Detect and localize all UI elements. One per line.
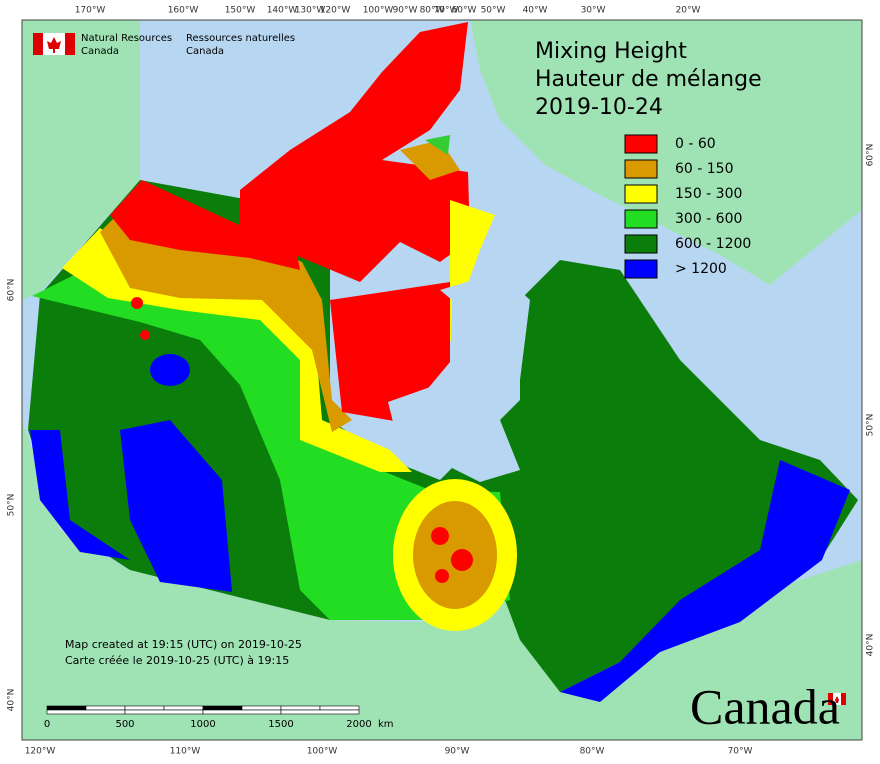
legend-swatch [624,209,658,229]
graticule-top: 40°W [523,6,548,16]
graticule-right: 60°N [866,144,876,167]
canada-regions [28,22,858,702]
graticule-top: 60°W [452,6,477,16]
graticule-bottom: 70°W [728,747,753,757]
graticule-bottom: 90°W [445,747,470,757]
agency-fr: Ressources naturelles [186,33,295,44]
graticule-bottom: 100°W [307,747,338,757]
graticule-bottom: 110°W [170,747,201,757]
graticule-top: 160°W [168,6,199,16]
graticule-top: 70°W [434,6,459,16]
legend-swatch [624,184,658,204]
legend-label: 150 - 300 [675,186,742,202]
scale-segment [46,709,126,715]
legend-label: 60 - 150 [675,161,734,177]
agency-fr: Canada [186,46,224,57]
scale-segment [46,705,87,711]
graticule-top: 50°W [481,6,506,16]
graticule-left: 60°N [7,279,17,302]
graticule-top: 30°W [581,6,606,16]
graticule-top: 150°W [225,6,256,16]
graticule-left: 40°N [7,689,17,712]
wordmark: Canada [690,678,840,734]
map-note: Carte créée le 2019-10-25 (UTC) à 19:15 [65,654,289,667]
scale-label: 0 [44,719,50,730]
graticule-right: 40°N [866,634,876,657]
other-land [22,20,862,740]
scale-segment [124,709,204,715]
legend-label: 0 - 60 [675,136,716,152]
graticule-top: 170°W [75,6,106,16]
legend-swatch [624,134,658,154]
scale-segment [85,705,126,711]
graticule-top: 20°W [676,6,701,16]
scale-segment [241,705,282,711]
legend-swatch [624,234,658,254]
graticule-top: 120°W [320,6,351,16]
legend-label: 300 - 600 [675,211,742,227]
scale-segment [163,705,204,711]
map-note: Map created at 19:15 (UTC) on 2019-10-25 [65,638,302,651]
scale-segment [202,709,282,715]
scale-label: 2000 [346,719,371,730]
agency-en: Canada [81,46,119,57]
graticule-bottom: 80°W [580,747,605,757]
scale-label: 1000 [190,719,215,730]
legend-label: 600 - 1200 [675,236,751,252]
scale-segment [280,709,360,715]
title: Mixing Height [535,39,687,64]
scale-segment [319,705,360,711]
legend-swatch [624,159,658,179]
scale-label: 500 [115,719,134,730]
scale-unit: km [378,719,394,730]
graticule-right: 50°N [866,414,876,437]
map-border [21,19,863,741]
title: 2019-10-24 [535,95,663,120]
graticule-top: 90°W [393,6,418,16]
agency-en: Natural Resources [81,33,172,44]
graticule-top: 140°W [267,6,298,16]
graticule-left: 50°N [7,494,17,517]
scale-label: 1500 [268,719,293,730]
legend-swatch [624,259,658,279]
graticule-top: 80°W [420,6,445,16]
graticule-top: 130°W [295,6,326,16]
scale-segment [202,705,243,711]
nrcan-logo [33,33,75,55]
graticule-bottom: 120°W [25,747,56,757]
scale-segment [124,705,165,711]
legend-label: > 1200 [675,261,727,277]
scale-segment [280,705,321,711]
graticule-top: 100°W [363,6,394,16]
title: Hauteur de mélange [535,67,762,92]
wordmark-flag [828,693,846,705]
